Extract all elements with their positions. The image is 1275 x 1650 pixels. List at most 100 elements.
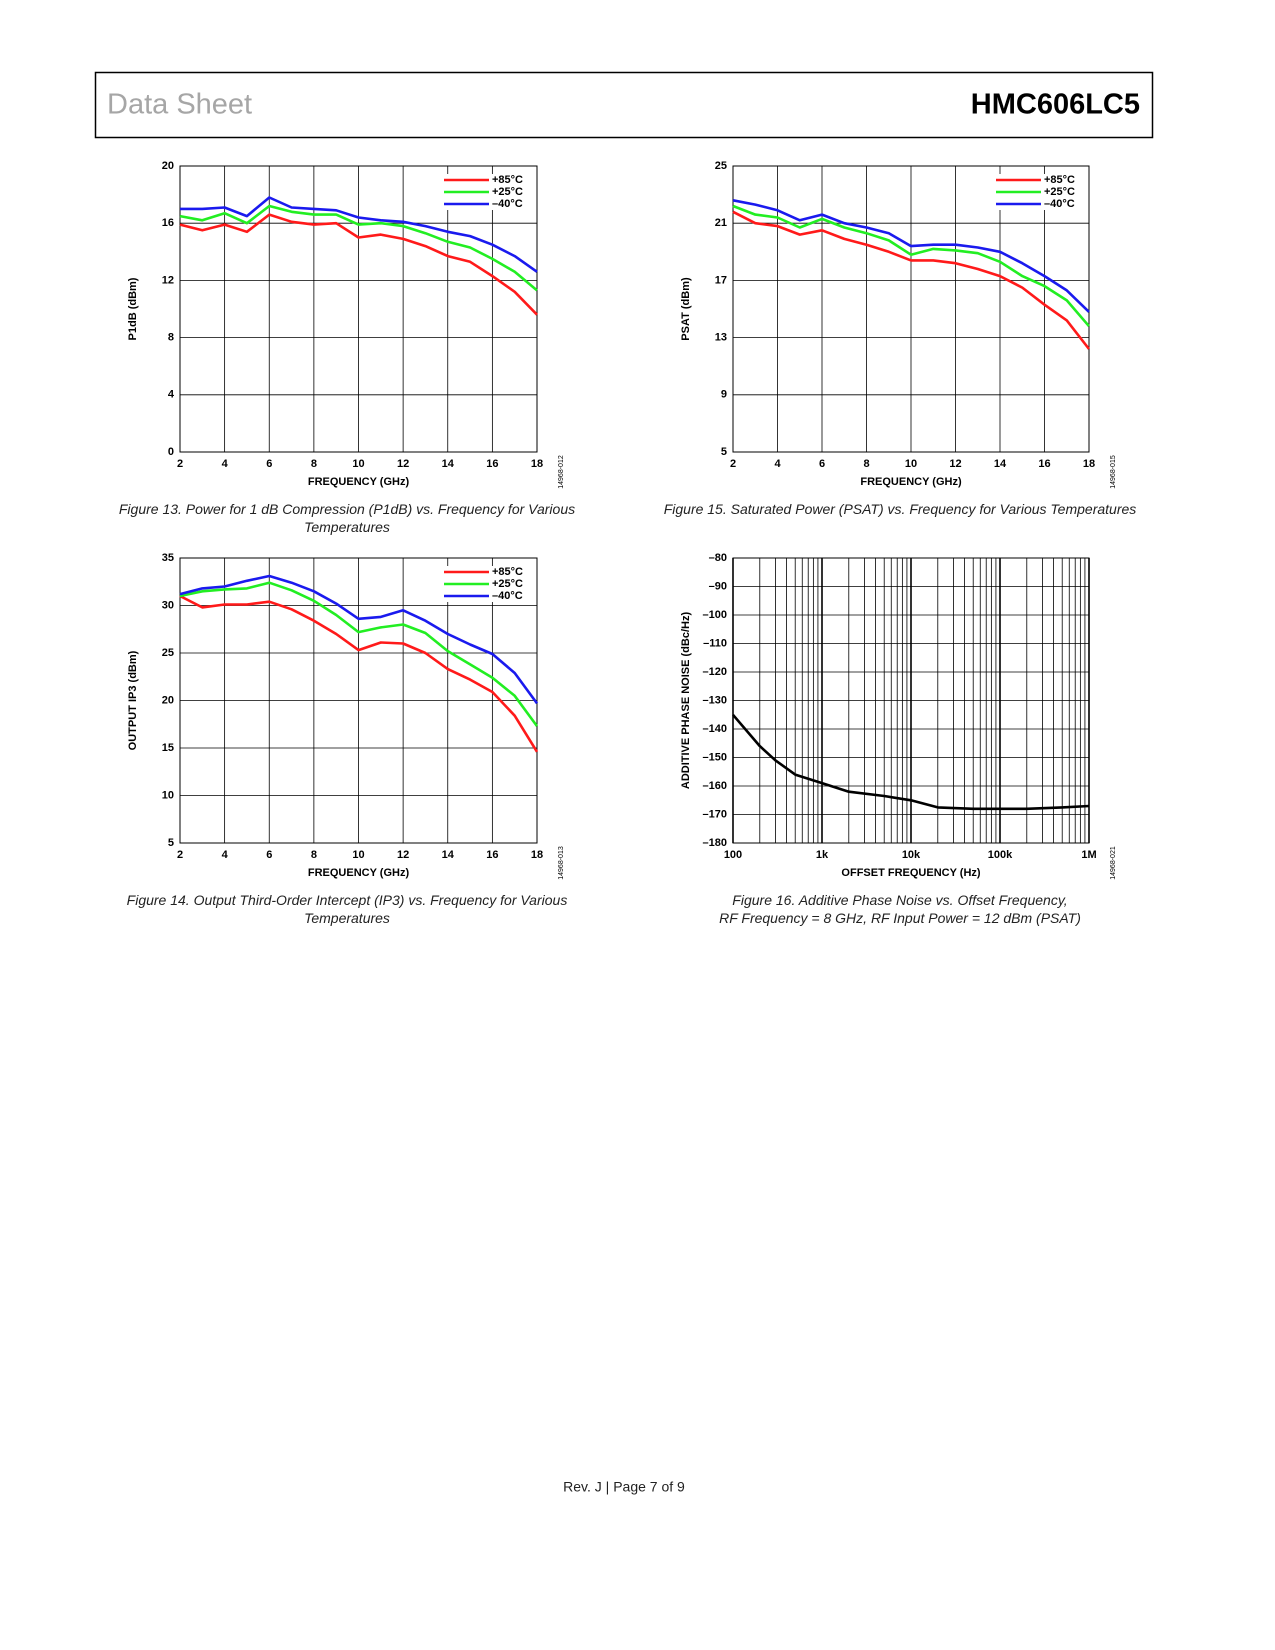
x-tick-label: 10 xyxy=(905,458,917,470)
y-tick-label: 5 xyxy=(721,446,727,458)
header-left: Data Sheet xyxy=(107,89,252,121)
legend-label: +25°C xyxy=(492,578,523,590)
legend-label: +85°C xyxy=(492,566,523,578)
figure-id: 14968-012 xyxy=(558,455,565,489)
x-tick-label: 1M xyxy=(1081,849,1096,861)
x-tick-label: 4 xyxy=(774,458,781,470)
x-tick-label: 16 xyxy=(486,849,498,861)
x-tick-label: 12 xyxy=(397,849,409,861)
y-tick-label: –100 xyxy=(703,609,727,621)
figure-caption: Figure 16. Additive Phase Noise vs. Offs… xyxy=(640,891,1160,927)
series-line xyxy=(179,581,539,727)
data-line xyxy=(732,713,1090,811)
y-tick-label: 15 xyxy=(162,742,174,754)
x-tick-label: 16 xyxy=(486,458,498,470)
header-right: HMC606LC5 xyxy=(971,89,1140,121)
figure-caption: Figure 15. Saturated Power (PSAT) vs. Fr… xyxy=(640,500,1160,518)
y-tick-label: 25 xyxy=(715,160,727,172)
caption-line: Temperatures xyxy=(304,519,390,535)
y-tick-label: –180 xyxy=(703,837,727,849)
x-tick-label: 16 xyxy=(1038,458,1050,470)
series-line xyxy=(732,204,1090,328)
x-axis-label: FREQUENCY (GHz) xyxy=(860,476,962,488)
y-tick-label: 20 xyxy=(162,694,174,706)
y-tick-label: 5 xyxy=(168,837,174,849)
y-tick-label: 4 xyxy=(168,389,175,401)
y-tick-label: 30 xyxy=(162,599,174,611)
y-tick-label: –170 xyxy=(703,808,727,820)
x-tick-label: 14 xyxy=(442,458,455,470)
x-tick-label: 14 xyxy=(442,849,455,861)
y-tick-label: 16 xyxy=(162,217,174,229)
x-tick-label: 12 xyxy=(949,458,961,470)
y-tick-label: 9 xyxy=(721,389,727,401)
figure-caption: Figure 13. Power for 1 dB Compression (P… xyxy=(87,500,607,536)
x-tick-label: 18 xyxy=(531,458,543,470)
x-tick-label: 14 xyxy=(994,458,1007,470)
y-tick-label: –160 xyxy=(703,780,727,792)
x-tick-label: 18 xyxy=(1083,458,1095,470)
y-tick-label: 13 xyxy=(715,332,727,344)
x-axis-label: FREQUENCY (GHz) xyxy=(308,476,410,488)
x-tick-label: 10 xyxy=(352,849,364,861)
x-tick-label: 8 xyxy=(863,458,869,470)
x-tick-label: 6 xyxy=(819,458,825,470)
x-tick-label: 6 xyxy=(266,849,272,861)
series-line xyxy=(179,213,538,316)
y-tick-label: –110 xyxy=(703,637,727,649)
legend-label: +85°C xyxy=(492,174,523,186)
x-tick-label: 8 xyxy=(311,849,317,861)
legend-label: +25°C xyxy=(492,186,523,198)
x-tick-label: 4 xyxy=(222,458,229,470)
x-tick-label: 100 xyxy=(724,849,742,861)
x-tick-label: 2 xyxy=(177,458,183,470)
legend-label: +25°C xyxy=(1044,186,1075,198)
legend-label: –40°C xyxy=(492,198,523,210)
series-line xyxy=(179,594,539,753)
footer: Rev. J | Page 7 of 9 xyxy=(563,1479,685,1495)
x-tick-label: 12 xyxy=(397,458,409,470)
x-tick-label: 2 xyxy=(177,849,183,861)
series-line xyxy=(179,204,538,292)
x-tick-label: 1k xyxy=(816,849,829,861)
y-axis-label: ADDITIVE PHASE NOISE (dBc/Hz) xyxy=(680,612,692,790)
y-tick-label: –150 xyxy=(703,751,727,763)
figure-caption: Figure 14. Output Third-Order Intercept … xyxy=(87,891,607,927)
y-tick-label: 35 xyxy=(162,552,174,564)
x-tick-label: 2 xyxy=(730,458,736,470)
y-tick-label: –140 xyxy=(703,723,727,735)
figure-id: 14968-021 xyxy=(1110,846,1117,880)
x-tick-label: 10k xyxy=(902,849,921,861)
y-tick-label: –120 xyxy=(703,666,727,678)
x-tick-label: 100k xyxy=(988,849,1013,861)
y-tick-label: 20 xyxy=(162,160,174,172)
header-box xyxy=(94,71,1154,139)
y-tick-label: 17 xyxy=(715,274,727,286)
y-tick-label: 10 xyxy=(162,789,174,801)
x-tick-label: 8 xyxy=(311,458,317,470)
legend-label: –40°C xyxy=(1044,198,1075,210)
legend-label: +85°C xyxy=(1044,174,1075,186)
caption-line: Figure 15. Saturated Power (PSAT) vs. Fr… xyxy=(663,501,1137,517)
x-axis-label: FREQUENCY (GHz) xyxy=(308,867,410,879)
x-tick-label: 18 xyxy=(531,849,543,861)
y-tick-label: 0 xyxy=(168,446,174,458)
series-line xyxy=(180,196,538,273)
y-tick-label: 12 xyxy=(162,274,174,286)
y-tick-label: –130 xyxy=(703,694,727,706)
series-line xyxy=(732,210,1091,350)
x-axis-label: OFFSET FREQUENCY (Hz) xyxy=(841,867,980,879)
y-tick-label: –90 xyxy=(709,580,727,592)
figure-id: 14968-015 xyxy=(1110,455,1117,489)
plot-frame xyxy=(179,165,538,453)
y-axis-label: PSAT (dBm) xyxy=(680,277,692,341)
plot-frame xyxy=(732,557,1090,844)
caption-line: RF Frequency = 8 GHz, RF Input Power = 1… xyxy=(719,910,1081,926)
y-axis-label: P1dB (dBm) xyxy=(127,277,139,340)
series-line xyxy=(732,199,1090,313)
caption-line: Temperatures xyxy=(304,910,390,926)
caption-line: Figure 14. Output Third-Order Intercept … xyxy=(126,892,568,908)
y-axis-label: OUTPUT IP3 (dBm) xyxy=(127,650,139,750)
